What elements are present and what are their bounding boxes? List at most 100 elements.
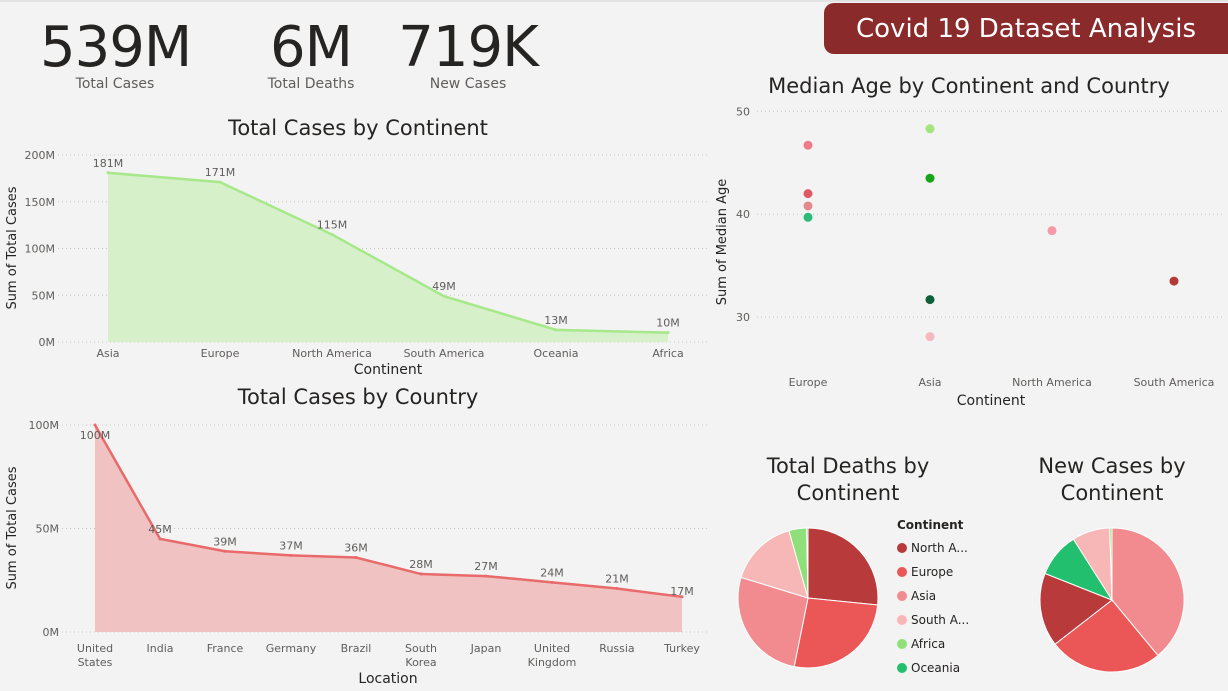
area-fill [108, 172, 668, 342]
scatter-point [803, 189, 813, 199]
pie-slice [1111, 527, 1185, 657]
data-label: 27M [474, 560, 498, 573]
legend-dot-icon [897, 615, 907, 625]
chart-title-newcases-pie: New Cases by Continent [1002, 453, 1222, 507]
data-point [330, 232, 334, 236]
x-tick-label: South America [1134, 376, 1215, 389]
x-tick-label: South [405, 642, 437, 655]
y-tick-label: 200M [25, 149, 56, 162]
data-label: 45M [148, 523, 172, 536]
y-tick-label: 50M [36, 523, 60, 536]
x-tick-label: Africa [652, 347, 683, 360]
newcases-pie-chart[interactable] [1038, 526, 1186, 674]
data-point [158, 537, 162, 541]
y-tick-label: 50M [32, 289, 56, 302]
pie-slice [807, 527, 879, 606]
y-tick-label: 40 [736, 208, 750, 221]
data-label: 49M [432, 280, 456, 293]
legend-item[interactable]: Asia [897, 584, 997, 608]
x-tick-label: Korea [405, 656, 436, 669]
y-tick-label: 50 [736, 105, 750, 118]
continent-legend: Continent North A... Europe Asia South A… [897, 518, 997, 680]
scatter-point [925, 295, 935, 305]
scatter-point [803, 201, 813, 211]
chart-title-continent: Total Cases by Continent [228, 116, 488, 140]
legend-dot-icon [897, 591, 907, 601]
pie-slice [1039, 572, 1113, 645]
kpi-value: 539M [40, 15, 192, 80]
data-point [106, 171, 110, 175]
x-tick-label: Russia [599, 642, 634, 655]
x-tick-label: Asia [918, 376, 941, 389]
kpi-label: Total Cases [75, 76, 155, 92]
x-tick-label: Kingdom [528, 656, 577, 669]
legend-dot-icon [897, 663, 907, 673]
x-axis-title: Continent [354, 362, 423, 378]
data-label: 24M [540, 566, 564, 579]
legend-title: Continent [897, 518, 964, 532]
data-label: 21M [605, 573, 629, 586]
legend-item[interactable]: North A... [897, 536, 997, 560]
scatter-point [925, 332, 935, 342]
x-tick-label: Oceania [534, 347, 579, 360]
median-age-scatter-chart[interactable]: 30 40 50 Europe Asia North America South Ameri… [705, 95, 1228, 415]
x-axis-title: Continent [957, 393, 1026, 409]
dashboard-title: Covid 19 Dataset Analysis [856, 13, 1196, 44]
scatter-point [803, 212, 813, 222]
data-point [680, 595, 684, 599]
chart-title-median-age: Median Age by Continent and Country [768, 74, 1170, 98]
x-tick-label: Japan [470, 642, 502, 655]
data-label: 28M [409, 558, 433, 571]
data-point [554, 328, 558, 332]
data-point [93, 423, 97, 427]
x-axis-title: Location [358, 671, 417, 687]
x-tick-label: United [77, 642, 113, 655]
y-axis-title: Sum of Total Cases [5, 186, 20, 309]
x-tick-label: North America [1012, 376, 1092, 389]
kpi-total-cases[interactable]: 539M Total Cases [40, 15, 192, 93]
x-tick-label: Germany [266, 642, 317, 655]
pie-slice [737, 576, 809, 668]
data-point [289, 553, 293, 557]
legend-label: Africa [911, 637, 946, 651]
legend-dot-icon [897, 639, 907, 649]
continent-area-chart[interactable]: 0M 50M 100M 150M 200M 181M 171M 115M 49M 13M 10M As… [0, 140, 720, 380]
x-tick-label: India [147, 642, 174, 655]
data-label: 100M [80, 429, 111, 442]
kpi-total-deaths[interactable]: 6M Total Deaths [251, 15, 371, 93]
data-label: 39M [213, 535, 237, 548]
deaths-pie-chart[interactable] [736, 526, 882, 672]
scatter-point [925, 124, 935, 134]
legend-label: Europe [911, 565, 954, 579]
x-tick-label: France [207, 642, 244, 655]
area-fill [95, 425, 682, 632]
legend-item[interactable]: Africa [897, 632, 997, 656]
data-point [223, 549, 227, 553]
scatter-point [925, 173, 935, 183]
series-line [107, 171, 669, 334]
x-tick-label: States [78, 656, 113, 669]
title-line: New Cases by [1038, 454, 1186, 478]
y-axis-title: Sum of Total Cases [5, 466, 20, 589]
pie-slice [1109, 527, 1113, 601]
legend-item[interactable]: Oceania [897, 656, 997, 680]
chart-title-deaths-pie: Total Deaths by Continent [738, 453, 958, 507]
pie-slice [1054, 599, 1159, 673]
pie-slice [793, 597, 879, 669]
data-point [218, 180, 222, 184]
data-label: 171M [205, 166, 236, 179]
kpi-label: New Cases [429, 76, 507, 92]
x-tick-label: Europe [201, 347, 240, 360]
country-area-chart[interactable]: 0M 50M 100M 100M 45M 39M 37M 36M 28M 27M 24M 21M 17M… [0, 410, 720, 691]
legend-item[interactable]: Europe [897, 560, 997, 584]
legend-item[interactable]: South A... [897, 608, 997, 632]
data-label: 181M [93, 157, 124, 170]
y-tick-label: 100M [29, 419, 60, 432]
data-label: 17M [670, 585, 694, 598]
y-tick-label: 0M [43, 626, 60, 639]
kpi-new-cases[interactable]: 719K New Cases [393, 20, 543, 93]
legend-label: Asia [911, 589, 937, 603]
kpi-value: 6M [270, 15, 353, 80]
data-point [615, 587, 619, 591]
title-line: Continent [1060, 481, 1164, 505]
